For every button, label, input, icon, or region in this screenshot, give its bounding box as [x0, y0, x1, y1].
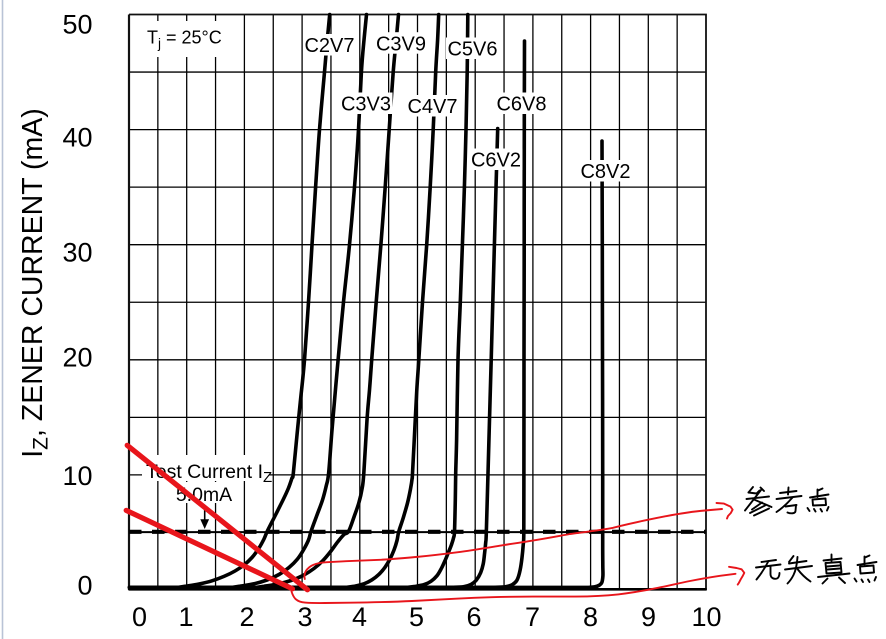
svg-text:C8V2: C8V2 — [580, 161, 630, 183]
svg-text:2: 2 — [239, 602, 254, 632]
svg-text:10: 10 — [62, 461, 92, 491]
svg-text:C6V8: C6V8 — [496, 94, 546, 116]
svg-text:5.0mA: 5.0mA — [176, 484, 232, 506]
svg-text:C3V3: C3V3 — [341, 94, 391, 116]
svg-text:6: 6 — [466, 602, 481, 632]
svg-text:9: 9 — [641, 602, 656, 632]
svg-text:C4V7: C4V7 — [407, 96, 457, 118]
svg-text:3: 3 — [297, 602, 312, 632]
svg-text:1: 1 — [178, 602, 193, 632]
svg-text:50: 50 — [62, 10, 92, 40]
svg-text:5: 5 — [409, 602, 424, 632]
svg-text:IZ, ZENER CURRENT (mA): IZ, ZENER CURRENT (mA) — [17, 108, 53, 458]
svg-text:0: 0 — [77, 571, 92, 601]
svg-text:C6V2: C6V2 — [471, 150, 521, 172]
svg-text:20: 20 — [62, 342, 92, 372]
svg-text:8: 8 — [583, 602, 598, 632]
svg-text:Tj = 25°C: Tj = 25°C — [147, 28, 222, 52]
svg-text:C2V7: C2V7 — [304, 35, 354, 57]
svg-text:C3V9: C3V9 — [376, 33, 426, 55]
svg-text:4: 4 — [352, 602, 367, 632]
svg-text:C5V6: C5V6 — [447, 39, 497, 61]
svg-text:Test Current IZ: Test Current IZ — [146, 461, 272, 486]
svg-text:7: 7 — [525, 602, 540, 632]
svg-text:30: 30 — [62, 238, 92, 268]
svg-text:0: 0 — [132, 602, 147, 632]
svg-text:10: 10 — [691, 602, 721, 632]
svg-text:40: 40 — [62, 123, 92, 153]
